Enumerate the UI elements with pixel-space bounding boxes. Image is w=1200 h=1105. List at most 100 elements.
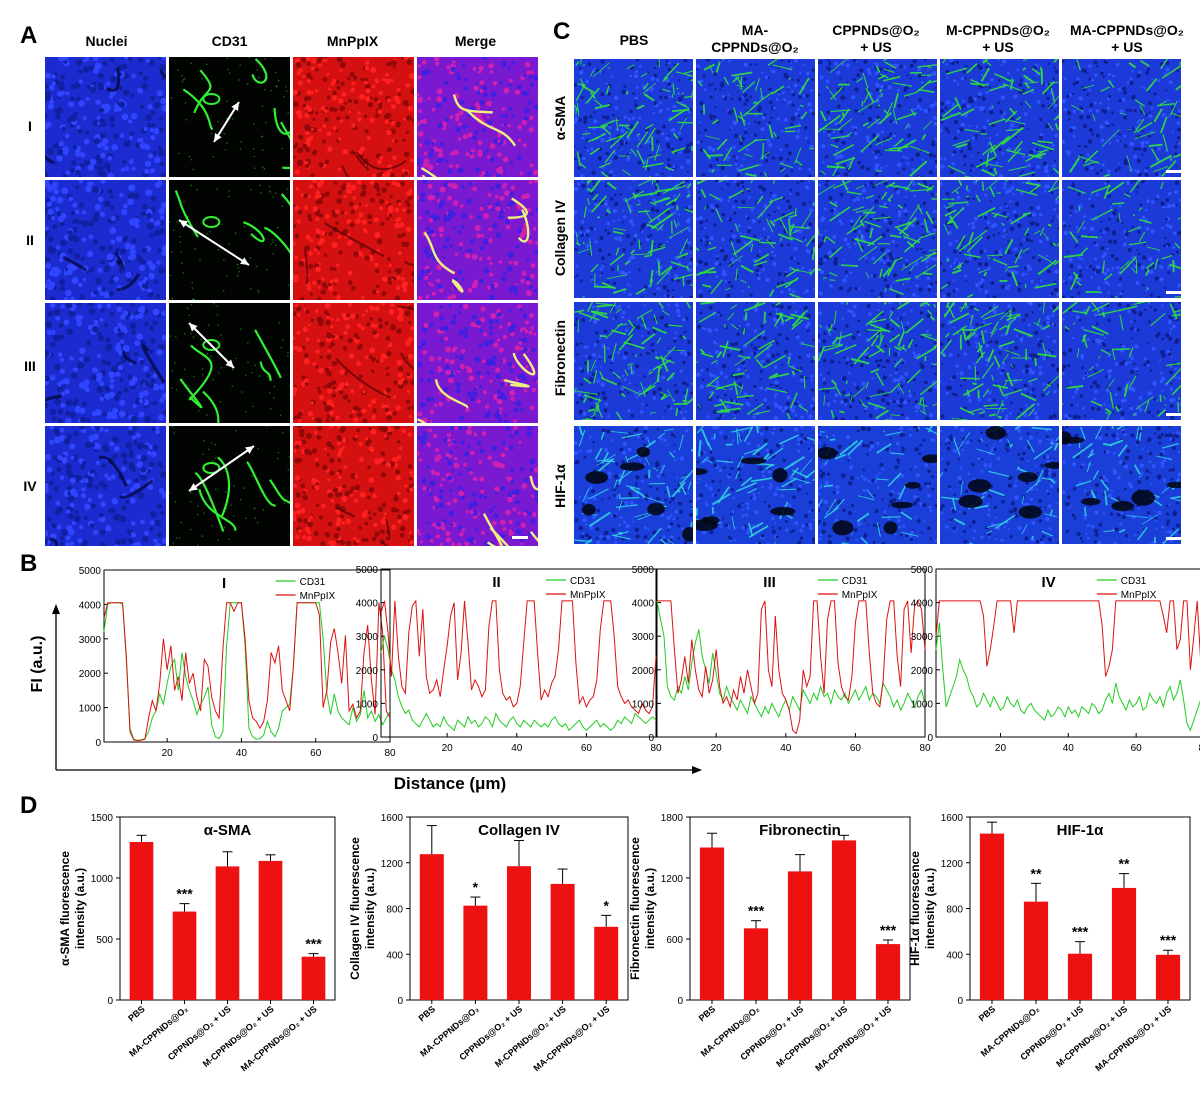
- panel-c-scale-bar: [1166, 291, 1186, 294]
- y-tick-label: 4000: [79, 600, 102, 611]
- category-label: PBS: [126, 1004, 147, 1024]
- panel-c-fibronectin-group2-image: [696, 302, 815, 420]
- legend-label: MnPpIX: [300, 591, 336, 602]
- bar: [507, 866, 531, 1000]
- series-mnppix-line: [657, 601, 925, 734]
- chart-title: II: [492, 574, 500, 591]
- chart-title: III: [763, 574, 776, 591]
- panel-a-merge-row1-image: [417, 57, 538, 177]
- category-label: MA-CPPNDs@O₂ + US: [239, 1004, 319, 1073]
- y-tick-label: 1500: [91, 813, 114, 824]
- bar: [302, 957, 326, 1000]
- category-label: PBS: [416, 1004, 437, 1024]
- chart-title: I: [222, 575, 226, 592]
- y-tick-label: 400: [946, 950, 963, 961]
- bar: [259, 861, 283, 1000]
- panel-a-merge-row3-image: [417, 303, 538, 423]
- panel-a-nuclei-row3-image: [45, 303, 166, 423]
- category-label: M-CPPNDs@O₂ + US: [493, 1004, 568, 1069]
- x-tick-label: 20: [711, 743, 723, 754]
- series-mnppix-line: [936, 601, 1200, 677]
- legend-label: CD31: [1121, 576, 1147, 587]
- panel-a-mnppix-row4-image: [293, 426, 414, 546]
- row-label-hif1a: HIF-1α: [552, 436, 568, 536]
- y-axis-label: Fibronectin fluorescence: [628, 837, 642, 980]
- y-tick-label: 2000: [356, 666, 379, 677]
- plot-frame: [936, 569, 1200, 737]
- y-tick-label: 1200: [941, 859, 964, 870]
- category-label: M-CPPNDs@O₂ + US: [1054, 1004, 1129, 1069]
- bar: [1024, 902, 1048, 1000]
- bar: [551, 884, 575, 1000]
- y-tick-label: 3000: [632, 632, 655, 643]
- x-tick-label: 60: [581, 743, 593, 754]
- y-tick-label: 0: [397, 996, 403, 1007]
- category-label: M-CPPNDs@O₂ + US: [201, 1004, 276, 1069]
- category-label: MA-CPPNDs@O₂ + US: [1093, 1004, 1173, 1073]
- y-tick-label: 2000: [911, 666, 934, 677]
- row-label-collagen-iv: Collagen IV: [552, 188, 568, 288]
- panel-a-cd31-row4-image: [169, 426, 290, 546]
- bar: [173, 912, 197, 1000]
- panel-a-mnppix-row2-image: [293, 180, 414, 300]
- legend-label: MnPpIX: [1121, 590, 1157, 601]
- panel-c-hif1a-group1-image: [574, 426, 693, 544]
- panel-c-fibronectin-group3-image: [818, 302, 937, 420]
- legend-label: MnPpIX: [842, 590, 878, 601]
- panel-c-collagen-iv-group1-image: [574, 180, 693, 298]
- y-tick-label: 4000: [911, 599, 934, 610]
- row-label-iv: IV: [18, 478, 42, 494]
- y-tick-label: 400: [386, 950, 403, 961]
- legend-label: MnPpIX: [570, 590, 606, 601]
- y-tick-label: 600: [666, 935, 683, 946]
- panel-c-alpha-sma-group1-image: [574, 59, 693, 177]
- panel-c-scale-bar: [1166, 537, 1186, 540]
- y-tick-label: 1200: [381, 859, 404, 870]
- y-tick-label: 4000: [632, 599, 655, 610]
- panel-a-nuclei-row1-image: [45, 57, 166, 177]
- y-tick-label: 1000: [79, 704, 102, 715]
- panel-c-scale-bar: [1166, 413, 1186, 416]
- y-tick-label: 1000: [911, 699, 934, 710]
- legend-label: CD31: [570, 576, 596, 587]
- bar: [832, 840, 856, 1000]
- row-label-alpha-sma: α-SMA: [552, 68, 568, 168]
- y-tick-label: 4000: [356, 599, 379, 610]
- panel-c-collagen-iv-group2-image: [696, 180, 815, 298]
- y-tick-label: 5000: [632, 565, 655, 576]
- bar: [1068, 954, 1092, 1000]
- y-tick-label: 1600: [381, 813, 404, 824]
- y-tick-label: 5000: [911, 565, 934, 576]
- panel-c-collagen-iv-group3-image: [818, 180, 937, 298]
- panel-a-nuclei-row2-image: [45, 180, 166, 300]
- row-label-fibronectin: Fibronectin: [552, 308, 568, 408]
- row-label-i: I: [18, 118, 42, 134]
- y-tick-label: 1000: [91, 874, 114, 885]
- panel-a-letter: A: [20, 22, 37, 50]
- y-tick-label: 0: [957, 996, 963, 1007]
- x-tick-label: 20: [442, 743, 454, 754]
- x-tick-label: 40: [780, 743, 792, 754]
- significance-mark: ***: [1072, 924, 1089, 940]
- y-tick-label: 2000: [632, 666, 655, 677]
- chart-title: HIF-1α: [1057, 822, 1105, 839]
- significance-mark: ***: [1160, 932, 1177, 948]
- panel-b-x-axis-label: Distance (μm): [300, 774, 600, 794]
- y-axis-label: intensity (a.u.): [363, 868, 377, 949]
- y-axis-label: Collagen IV fluorescence: [348, 837, 362, 980]
- panel-c-collagen-iv-group4-image: [940, 180, 1059, 298]
- x-tick-label: 40: [236, 748, 248, 759]
- chart-title: α-SMA: [204, 822, 252, 839]
- col-header-merge: Merge: [414, 33, 537, 50]
- col-header-m-cppnds-us: M-CPPNDs@O₂+ US: [937, 22, 1059, 56]
- category-label: PBS: [697, 1004, 718, 1024]
- bar: [876, 944, 900, 1000]
- y-tick-label: 3000: [356, 632, 379, 643]
- panel-a-mnppix-row1-image: [293, 57, 414, 177]
- panel-c-scale-bar: [1166, 170, 1186, 173]
- bar: [216, 866, 240, 1000]
